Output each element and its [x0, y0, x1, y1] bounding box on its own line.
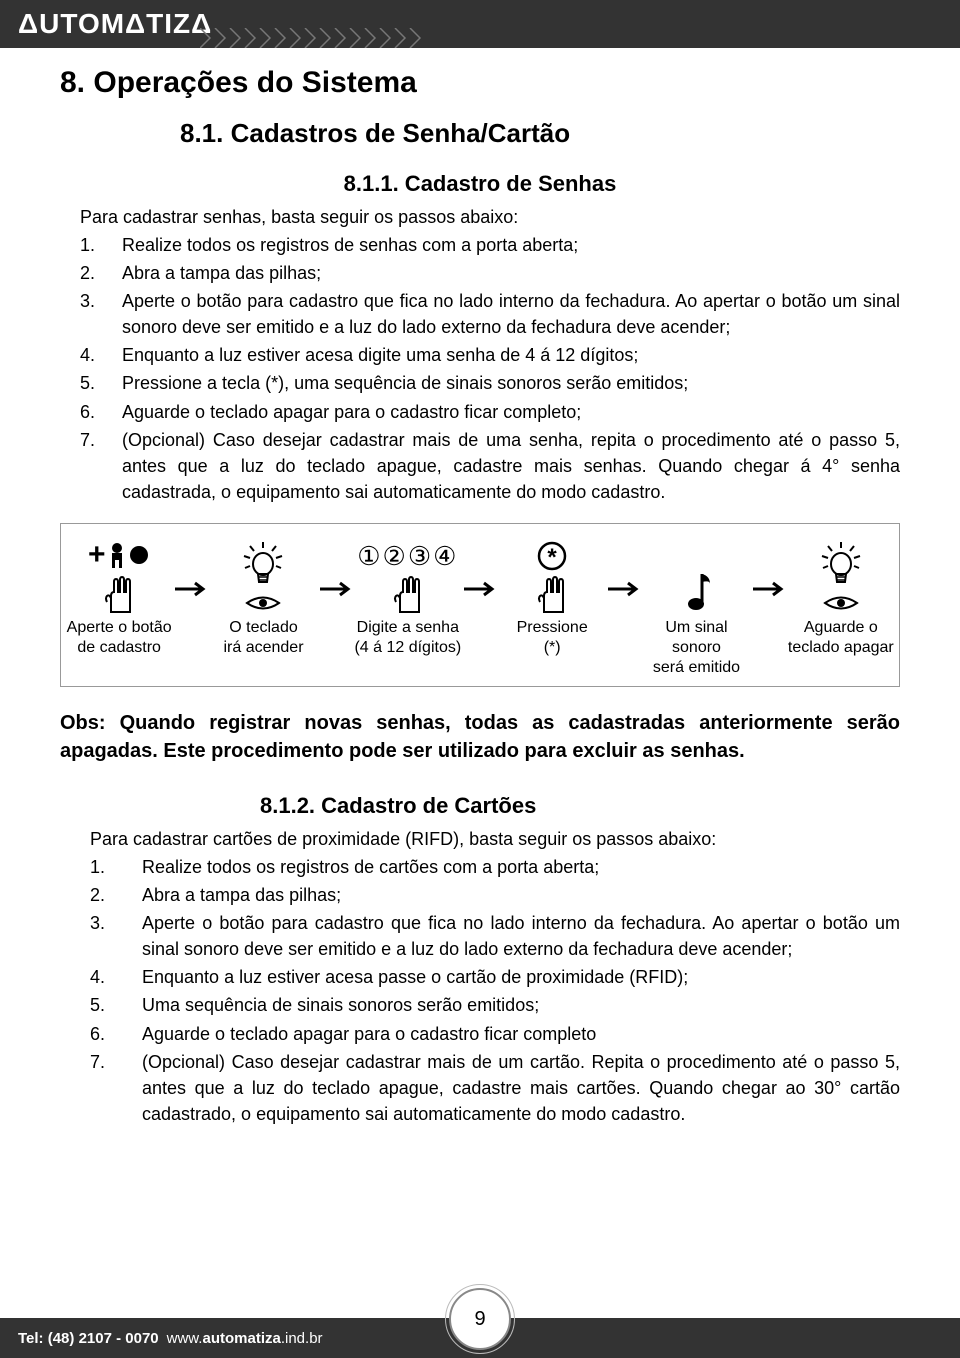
- list-text: Realize todos os registros de senhas com…: [122, 235, 578, 255]
- observation-note: Obs: Quando registrar novas senhas, toda…: [60, 709, 900, 765]
- lightbulb-on-icon: [816, 540, 866, 590]
- section2-intro: Para cadastrar cartões de proximidade (R…: [90, 829, 900, 850]
- svg-text:+: +: [88, 538, 106, 571]
- diagram-step-3: ①②③④ Digite a senha (4 á 12 dígitos): [354, 534, 462, 658]
- list-item: 5.Uma sequência de sinais sonoros serão …: [90, 992, 900, 1018]
- list-item: 3.Aperte o botão para cadastro que fica …: [90, 910, 900, 962]
- section1-list: 1.Realize todos os registros de senhas c…: [80, 232, 900, 505]
- diagram-step-5: Um sinal sonoro será emitido: [642, 534, 750, 678]
- footer-url-bold: automatiza: [202, 1330, 280, 1347]
- list-text: Aguarde o teclado apagar para o cadastro…: [142, 1024, 596, 1044]
- page-header: ΔUTOMΔTIZΔ: [0, 0, 960, 48]
- section2-list: 1.Realize todos os registros de cartões …: [90, 854, 900, 1127]
- section1-heading: 8.1.1. Cadastro de Senhas: [60, 171, 900, 197]
- step-caption: de cadastro: [77, 639, 161, 656]
- eye-icon: [821, 592, 861, 614]
- diagram-step-1: + Aperte o botão de cadastro: [65, 534, 173, 658]
- list-text: Uma sequência de sinais sonoros serão em…: [142, 995, 539, 1015]
- arrow-icon: [173, 534, 209, 614]
- step-caption: Aguarde o: [804, 619, 878, 636]
- footer-url-prefix: www.: [167, 1330, 203, 1347]
- header-chevron-decoration: [200, 28, 440, 48]
- list-text: Enquanto a luz estiver acesa passe o car…: [142, 967, 688, 987]
- step-caption: será emitido: [653, 659, 740, 676]
- diagram-step-6: Aguarde o teclado apagar: [787, 534, 895, 658]
- step-caption: (*): [544, 639, 561, 656]
- list-item: 7.(Opcional) Caso desejar cadastrar mais…: [90, 1049, 900, 1127]
- procedure-diagram: + Aperte o botão de cadastro: [60, 523, 900, 687]
- step-caption: Digite a senha: [357, 619, 459, 636]
- step-caption: O teclado: [229, 619, 297, 636]
- lightbulb-on-icon: [238, 540, 288, 590]
- list-item: 7.(Opcional) Caso desejar cadastrar mais…: [80, 427, 900, 505]
- step-caption: irá acender: [223, 639, 303, 656]
- list-item: 5.Pressione a tecla (*), uma sequência d…: [80, 370, 900, 396]
- list-text: Abra a tampa das pilhas;: [122, 263, 321, 283]
- footer-url: www.automatiza.ind.br: [167, 1330, 323, 1347]
- arrow-icon: [318, 534, 354, 614]
- eye-icon: [243, 592, 283, 614]
- hand-icon: [534, 574, 570, 614]
- footer-tel: Tel: (48) 2107 - 0070: [18, 1330, 159, 1347]
- heading-1: 8. Operações do Sistema: [60, 66, 900, 100]
- music-note-icon: [676, 568, 716, 614]
- logo: ΔUTOMΔTIZΔ: [18, 8, 212, 40]
- arrow-icon: [751, 534, 787, 614]
- list-text: (Opcional) Caso desejar cadastrar mais d…: [142, 1052, 900, 1124]
- step-caption: Aperte o botão: [67, 619, 172, 636]
- list-text: Aperte o botão para cadastro que fica no…: [142, 913, 900, 959]
- diagram-step-2: O teclado irá acender: [209, 534, 317, 658]
- diagram-step-4: * Pressione (*): [498, 534, 606, 658]
- asterisk-key-icon: *: [536, 540, 568, 572]
- list-item: 1.Realize todos os registros de senhas c…: [80, 232, 900, 258]
- digits-icon: ①②③④: [357, 541, 458, 572]
- list-item: 1.Realize todos os registros de cartões …: [90, 854, 900, 880]
- list-item: 4.Enquanto a luz estiver acesa passe o c…: [90, 964, 900, 990]
- page-content: 8. Operações do Sistema 8.1. Cadastros d…: [0, 48, 960, 1127]
- list-text: (Opcional) Caso desejar cadastrar mais d…: [122, 430, 900, 502]
- list-text: Aguarde o teclado apagar para o cadastro…: [122, 402, 581, 422]
- arrow-icon: [462, 534, 498, 614]
- heading-2: 8.1. Cadastros de Senha/Cartão: [180, 118, 900, 149]
- list-item: 4.Enquanto a luz estiver acesa digite um…: [80, 342, 900, 368]
- step-caption: (4 á 12 dígitos): [354, 639, 461, 656]
- section2-heading: 8.1.2. Cadastro de Cartões: [60, 793, 900, 819]
- list-text: Realize todos os registros de cartões co…: [142, 857, 599, 877]
- arrow-icon: [606, 534, 642, 614]
- list-text: Aperte o botão para cadastro que fica no…: [122, 291, 900, 337]
- page-number-text: 9: [474, 1308, 485, 1331]
- list-item: 6.Aguarde o teclado apagar para o cadast…: [90, 1021, 900, 1047]
- page-number: 9: [449, 1288, 511, 1350]
- step-caption: Pressione: [517, 619, 588, 636]
- list-text: Pressione a tecla (*), uma sequência de …: [122, 373, 688, 393]
- section2: 8.1.2. Cadastro de Cartões Para cadastra…: [60, 793, 900, 1127]
- svg-text:*: *: [547, 544, 557, 571]
- section1-intro: Para cadastrar senhas, basta seguir os p…: [80, 207, 900, 228]
- list-text: Enquanto a luz estiver acesa digite uma …: [122, 345, 638, 365]
- footer-url-suffix: .ind.br: [281, 1330, 323, 1347]
- list-item: 2.Abra a tampa das pilhas;: [80, 260, 900, 286]
- list-item: 6.Aguarde o teclado apagar para o cadast…: [80, 399, 900, 425]
- add-person-icon: +: [84, 538, 154, 572]
- hand-icon: [101, 574, 137, 614]
- list-item: 3.Aperte o botão para cadastro que fica …: [80, 288, 900, 340]
- step-caption: teclado apagar: [788, 639, 894, 656]
- hand-icon: [390, 574, 426, 614]
- list-text: Abra a tampa das pilhas;: [142, 885, 341, 905]
- step-caption: Um sinal sonoro: [665, 619, 727, 656]
- list-item: 2.Abra a tampa das pilhas;: [90, 882, 900, 908]
